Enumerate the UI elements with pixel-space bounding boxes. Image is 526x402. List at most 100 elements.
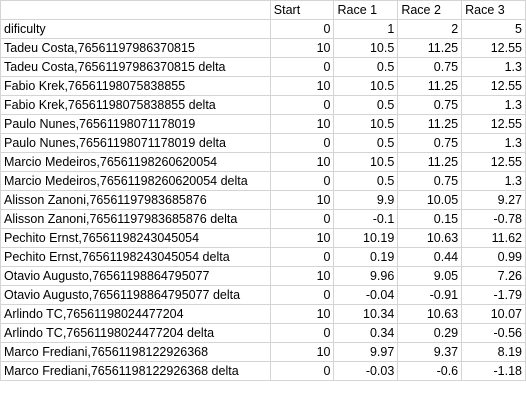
cell-race-1[interactable]: 0.5 [333, 171, 399, 191]
cell-name[interactable]: Fabio Krek,76561198075838855 delta [0, 95, 271, 115]
cell-start[interactable]: 0 [269, 133, 335, 153]
cell-start[interactable]: 0 [269, 19, 335, 39]
cell-race-3[interactable]: -0.78 [461, 209, 526, 229]
cell-start[interactable]: 10 [269, 152, 335, 172]
cell-name[interactable]: Marcio Medeiros,76561198260620054 delta [0, 171, 271, 191]
header-cell-race-3[interactable]: Race 3 [461, 0, 526, 20]
cell-race-3[interactable]: 12.55 [461, 38, 526, 58]
cell-race-2[interactable]: 11.25 [397, 76, 463, 96]
cell-race-2[interactable]: 11.25 [397, 114, 463, 134]
cell-race-2[interactable]: 0.75 [397, 95, 463, 115]
cell-start[interactable]: 0 [269, 171, 335, 191]
cell-race-3[interactable]: 1.3 [461, 95, 526, 115]
cell-race-2[interactable]: 11.25 [397, 152, 463, 172]
cell-race-1[interactable]: 9.9 [333, 190, 399, 210]
cell-start[interactable]: 0 [269, 361, 335, 381]
cell-race-2[interactable]: 11.25 [397, 38, 463, 58]
cell-race-2[interactable]: 10.63 [397, 304, 463, 324]
cell-race-1[interactable]: -0.03 [333, 361, 399, 381]
cell-race-2[interactable]: 0.75 [397, 57, 463, 77]
cell-race-3[interactable]: 0.99 [461, 247, 526, 267]
cell-name[interactable]: Marco Frediani,76561198122926368 delta [0, 361, 271, 381]
cell-race-2[interactable]: -0.91 [397, 285, 463, 305]
cell-name[interactable]: Otavio Augusto,76561198864795077 delta [0, 285, 271, 305]
cell-name[interactable]: Tadeu Costa,76561197986370815 [0, 38, 271, 58]
cell-race-2[interactable]: 9.37 [397, 342, 463, 362]
cell-start[interactable]: 0 [269, 323, 335, 343]
cell-start[interactable]: 0 [269, 285, 335, 305]
cell-start[interactable]: 0 [269, 209, 335, 229]
cell-race-1[interactable]: -0.04 [333, 285, 399, 305]
cell-race-3[interactable]: 1.3 [461, 57, 526, 77]
cell-start[interactable]: 10 [269, 76, 335, 96]
cell-race-3[interactable]: 7.26 [461, 266, 526, 286]
cell-race-1[interactable]: -0.1 [333, 209, 399, 229]
cell-race-3[interactable]: 8.19 [461, 342, 526, 362]
cell-name[interactable]: Fabio Krek,76561198075838855 [0, 76, 271, 96]
cell-start[interactable]: 0 [269, 247, 335, 267]
header-cell-name[interactable] [0, 0, 271, 20]
header-cell-race-1[interactable]: Race 1 [333, 0, 399, 20]
cell-race-1[interactable]: 0.19 [333, 247, 399, 267]
cell-race-2[interactable]: 10.63 [397, 228, 463, 248]
cell-start[interactable]: 10 [269, 114, 335, 134]
cell-name[interactable]: Paulo Nunes,76561198071178019 [0, 114, 271, 134]
cell-name[interactable]: dificulty [0, 19, 271, 39]
cell-race-3[interactable]: 9.27 [461, 190, 526, 210]
cell-race-2[interactable]: 2 [397, 19, 463, 39]
cell-race-1[interactable]: 10.5 [333, 76, 399, 96]
cell-race-1[interactable]: 1 [333, 19, 399, 39]
cell-race-2[interactable]: 9.05 [397, 266, 463, 286]
cell-race-3[interactable]: 12.55 [461, 114, 526, 134]
cell-name[interactable]: Paulo Nunes,76561198071178019 delta [0, 133, 271, 153]
cell-race-3[interactable]: 12.55 [461, 76, 526, 96]
cell-name[interactable]: Marcio Medeiros,76561198260620054 [0, 152, 271, 172]
cell-race-1[interactable]: 9.96 [333, 266, 399, 286]
cell-name[interactable]: Tadeu Costa,76561197986370815 delta [0, 57, 271, 77]
cell-race-2[interactable]: 0.75 [397, 133, 463, 153]
cell-race-3[interactable]: -1.18 [461, 361, 526, 381]
cell-race-3[interactable]: 11.62 [461, 228, 526, 248]
cell-name[interactable]: Arlindo TC,76561198024477204 delta [0, 323, 271, 343]
cell-race-3[interactable]: 1.3 [461, 171, 526, 191]
cell-name[interactable]: Marco Frediani,76561198122926368 [0, 342, 271, 362]
cell-race-2[interactable]: 0.29 [397, 323, 463, 343]
cell-start[interactable]: 10 [269, 304, 335, 324]
cell-race-3[interactable]: -1.79 [461, 285, 526, 305]
cell-race-1[interactable]: 0.5 [333, 57, 399, 77]
cell-name[interactable]: Pechito Ernst,76561198243045054 delta [0, 247, 271, 267]
cell-race-3[interactable]: 1.3 [461, 133, 526, 153]
cell-race-2[interactable]: 0.75 [397, 171, 463, 191]
cell-race-1[interactable]: 10.19 [333, 228, 399, 248]
header-cell-start[interactable]: Start [269, 0, 335, 20]
cell-race-1[interactable]: 10.5 [333, 152, 399, 172]
header-cell-race-2[interactable]: Race 2 [397, 0, 463, 20]
cell-race-3[interactable]: 10.07 [461, 304, 526, 324]
cell-start[interactable]: 10 [269, 266, 335, 286]
cell-race-1[interactable]: 10.5 [333, 114, 399, 134]
cell-start[interactable]: 0 [269, 95, 335, 115]
cell-name[interactable]: Alisson Zanoni,76561197983685876 [0, 190, 271, 210]
cell-race-2[interactable]: 0.44 [397, 247, 463, 267]
cell-name[interactable]: Arlindo TC,76561198024477204 [0, 304, 271, 324]
cell-start[interactable]: 0 [269, 57, 335, 77]
cell-race-3[interactable]: 12.55 [461, 152, 526, 172]
cell-race-3[interactable]: 5 [461, 19, 526, 39]
cell-name[interactable]: Alisson Zanoni,76561197983685876 delta [0, 209, 271, 229]
cell-start[interactable]: 10 [269, 342, 335, 362]
cell-race-1[interactable]: 9.97 [333, 342, 399, 362]
cell-race-1[interactable]: 0.5 [333, 95, 399, 115]
cell-race-2[interactable]: 0.15 [397, 209, 463, 229]
cell-start[interactable]: 10 [269, 228, 335, 248]
cell-race-1[interactable]: 10.34 [333, 304, 399, 324]
cell-start[interactable]: 10 [269, 38, 335, 58]
cell-race-1[interactable]: 0.34 [333, 323, 399, 343]
cell-name[interactable]: Pechito Ernst,76561198243045054 [0, 228, 271, 248]
cell-race-2[interactable]: -0.6 [397, 361, 463, 381]
cell-start[interactable]: 10 [269, 190, 335, 210]
cell-race-1[interactable]: 10.5 [333, 38, 399, 58]
cell-race-1[interactable]: 0.5 [333, 133, 399, 153]
cell-race-3[interactable]: -0.56 [461, 323, 526, 343]
cell-race-2[interactable]: 10.05 [397, 190, 463, 210]
cell-name[interactable]: Otavio Augusto,76561198864795077 [0, 266, 271, 286]
